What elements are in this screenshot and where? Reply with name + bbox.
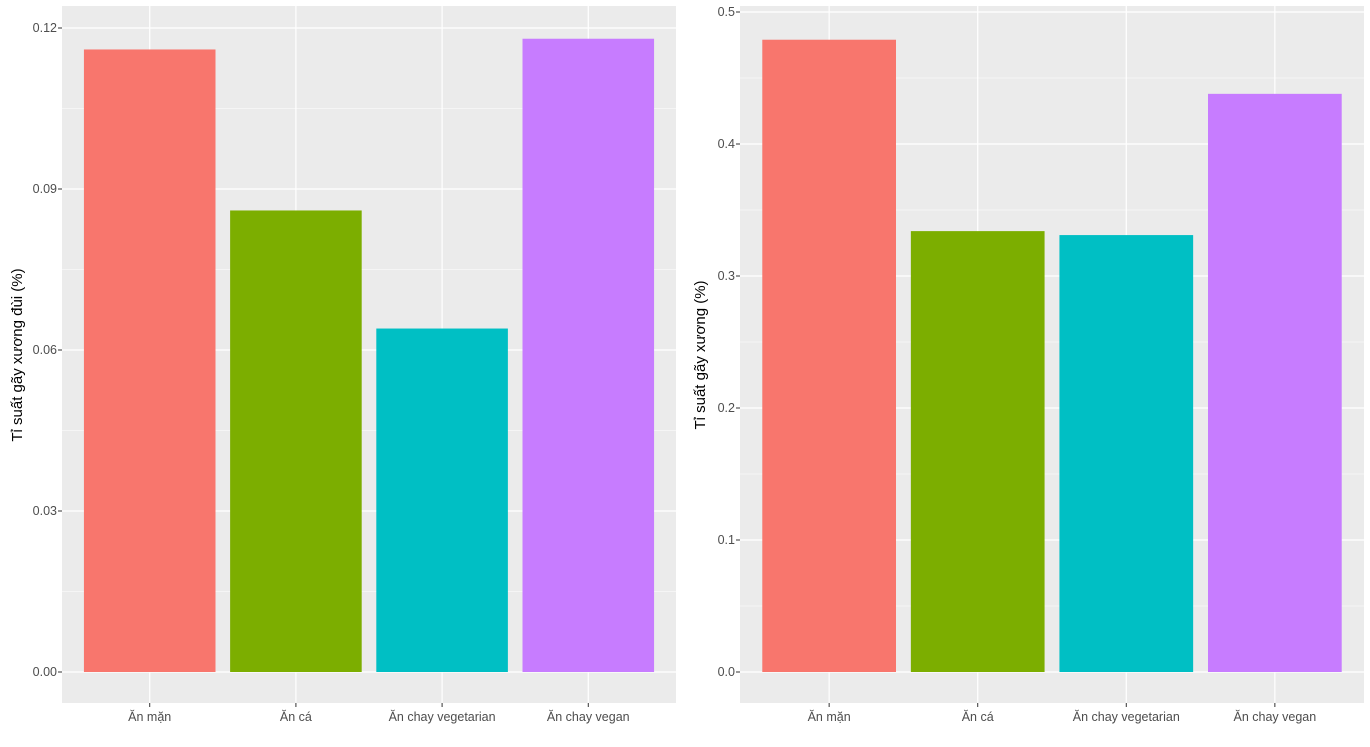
chart-panel-2: 0.0 0.1 0.2 0.3 0.4 0.5 Ăn mặn Ăn cá Ăn chay veg… — [692, 5, 1364, 724]
y-axis-title: Tỉ suất gãy xương đùi (%) — [9, 268, 26, 441]
bar-1 — [762, 39, 896, 673]
y-tick-label: 0.09 — [33, 182, 57, 196]
bar-2 — [230, 210, 362, 672]
chart-panel-1: 0.00 0.03 0.06 0.09 0.12 Ăn mặn Ăn cá Ăn chay v… — [9, 6, 676, 724]
y-tick-label: 0.4 — [718, 137, 735, 151]
y-tick-label: 0.06 — [33, 343, 57, 357]
x-tick-label: Ăn cá — [280, 709, 312, 724]
x-tick-label: Ăn chay vegan — [547, 709, 630, 724]
y-tick-label: 0.3 — [718, 269, 735, 283]
bar-2 — [910, 231, 1045, 672]
x-tick-label: Ăn cá — [962, 709, 994, 724]
x-tick-label: Ăn chay vegetarian — [1073, 709, 1180, 724]
y-tick-label: 0.1 — [718, 533, 735, 547]
y-tick-label: 0.0 — [718, 665, 735, 679]
y-tick-label: 0.2 — [718, 401, 735, 415]
bar-3 — [376, 328, 508, 672]
bar-4 — [1208, 93, 1342, 673]
x-tick-label: Ăn chay vegan — [1234, 709, 1317, 724]
y-tick-label: 0.5 — [718, 5, 735, 19]
x-tick-label: Ăn chay vegetarian — [389, 709, 496, 724]
y-axis-title: Tỉ suất gãy xương (%) — [692, 280, 709, 429]
y-tick-label: 0.12 — [33, 21, 57, 35]
bar-1 — [83, 49, 216, 672]
y-tick-label: 0.00 — [33, 665, 57, 679]
bar-4 — [522, 38, 655, 672]
bar-3 — [1059, 235, 1194, 672]
x-tick-label: Ăn mặn — [128, 709, 171, 724]
y-tick-label: 0.03 — [33, 504, 57, 518]
x-tick-label: Ăn mặn — [808, 709, 851, 724]
